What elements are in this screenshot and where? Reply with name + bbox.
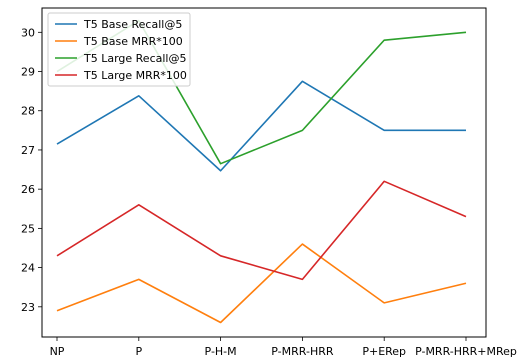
- y-tick-label-28: 28: [21, 105, 35, 118]
- x-tick-label-p-h-m: P-H-M: [205, 345, 237, 358]
- y-tick-label-23: 23: [21, 301, 35, 314]
- legend-box: [47, 12, 191, 87]
- y-tick-label-25: 25: [21, 222, 35, 235]
- x-tick-label-np: NP: [50, 345, 65, 358]
- y-axis: 23 24 25 26 27 28 29 30: [21, 26, 42, 314]
- legend-label-t5-base-mrr-100: T5 Base MRR*100: [83, 35, 183, 48]
- series-line-t5-base-recall-5: [56, 80, 466, 172]
- plot-lines: [56, 19, 467, 324]
- x-tick-label-p-mrr-hrr: P-MRR-HRR: [271, 345, 334, 358]
- y-tick-label-24: 24: [21, 262, 35, 275]
- x-tick-label-p-erep: P+ERep: [362, 345, 406, 358]
- y-tick-label-26: 26: [21, 183, 35, 196]
- legend-label-t5-large-mrr-100: T5 Large MRR*100: [83, 69, 187, 82]
- y-tick-label-30: 30: [21, 26, 35, 39]
- series-line-t5-base-mrr-100: [56, 243, 467, 324]
- legend-label-t5-large-recall-5: T5 Large Recall@5: [83, 52, 186, 65]
- y-tick-label-29: 29: [21, 66, 35, 79]
- x-tick-label-p: P: [135, 345, 142, 358]
- y-tick-label-27: 27: [21, 144, 35, 157]
- plot-frame: [41, 7, 487, 338]
- legend-label-t5-base-recall-5: T5 Base Recall@5: [83, 18, 182, 31]
- legend: T5 Base Recall@5 T5 Base MRR*100 T5 Large …: [47, 12, 191, 87]
- series-line-t5-large-mrr-100: [56, 180, 467, 281]
- x-axis: NP P P-H-M P-MRR-HRR P+ERep P-MRR-HRR+MRep: [50, 337, 517, 358]
- x-tick-label-p-mrr-hrr-mrep: P-MRR-HRR+MRep: [415, 345, 517, 358]
